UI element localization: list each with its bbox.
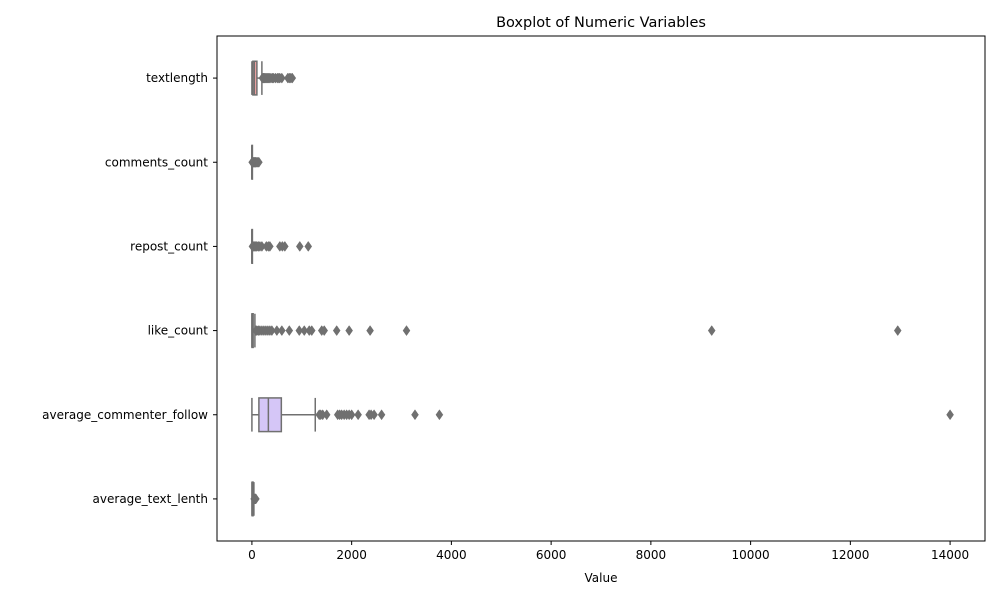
outlier-point: [366, 325, 374, 337]
outlier-point: [295, 240, 304, 252]
x-axis-label: Value: [585, 571, 618, 585]
y-tick-label: textlength: [146, 71, 208, 85]
y-tick-label: comments_count: [105, 155, 208, 169]
outlier-point: [295, 325, 304, 337]
outlier-point: [300, 325, 309, 337]
outlier-point: [320, 325, 329, 337]
outlier-point: [402, 325, 411, 337]
series-textlength: [251, 60, 297, 96]
y-axis: textlength comments_count repost_countlike…: [42, 71, 217, 506]
outlier-point: [268, 325, 276, 337]
series-repost_count: [248, 228, 313, 264]
outlier-point: [281, 240, 289, 252]
plot-area-frame: [216, 35, 986, 542]
outlier-point: [322, 409, 331, 421]
series-average_text_lenth: [250, 481, 260, 517]
x-tick-label: 14000: [931, 548, 969, 562]
series-average_commenter_follow: [251, 397, 954, 433]
y-tick-label: average_text_lenth: [93, 492, 208, 506]
outlier-point: [273, 325, 281, 337]
outlier-point: [252, 493, 260, 505]
outlier-point: [354, 409, 362, 421]
x-tick-label: 4000: [436, 548, 467, 562]
outlier-point: [345, 325, 353, 337]
y-tick-label: like_count: [148, 324, 209, 338]
outlier-point: [278, 72, 286, 84]
outlier-point: [307, 325, 316, 337]
outlier-point: [332, 325, 341, 337]
outlier-point: [946, 409, 954, 421]
outlier-point: [347, 409, 356, 421]
y-tick-label: repost_count: [130, 239, 208, 253]
series-comments_count: [248, 144, 263, 180]
series-like_count: [251, 313, 902, 349]
outlier-point: [288, 72, 297, 84]
x-tick-label: 2000: [336, 548, 367, 562]
x-axis: 0 2000 4000 6000 8000 10000 12000 14000: [248, 541, 969, 562]
box-group: [248, 60, 954, 517]
x-tick-label: 0: [248, 548, 256, 562]
outlier-point: [285, 325, 294, 337]
outlier-point: [266, 240, 274, 252]
outlier-point: [707, 325, 716, 337]
x-tick-label: 10000: [732, 548, 770, 562]
chart-title: Boxplot of Numeric Variables: [496, 15, 706, 31]
outlier-point: [893, 325, 902, 337]
outlier-point: [255, 156, 263, 168]
outlier-point: [304, 240, 313, 252]
box: [258, 397, 283, 433]
outlier-point: [435, 409, 444, 421]
x-tick-label: 8000: [636, 548, 667, 562]
outlier-point: [411, 409, 419, 421]
outlier-point: [377, 409, 386, 421]
x-tick-label: 6000: [536, 548, 567, 562]
x-tick-label: 12000: [831, 548, 869, 562]
outlier-point: [278, 325, 286, 337]
y-tick-label: average_commenter_follow: [42, 408, 208, 422]
outlier-point: [370, 409, 378, 421]
